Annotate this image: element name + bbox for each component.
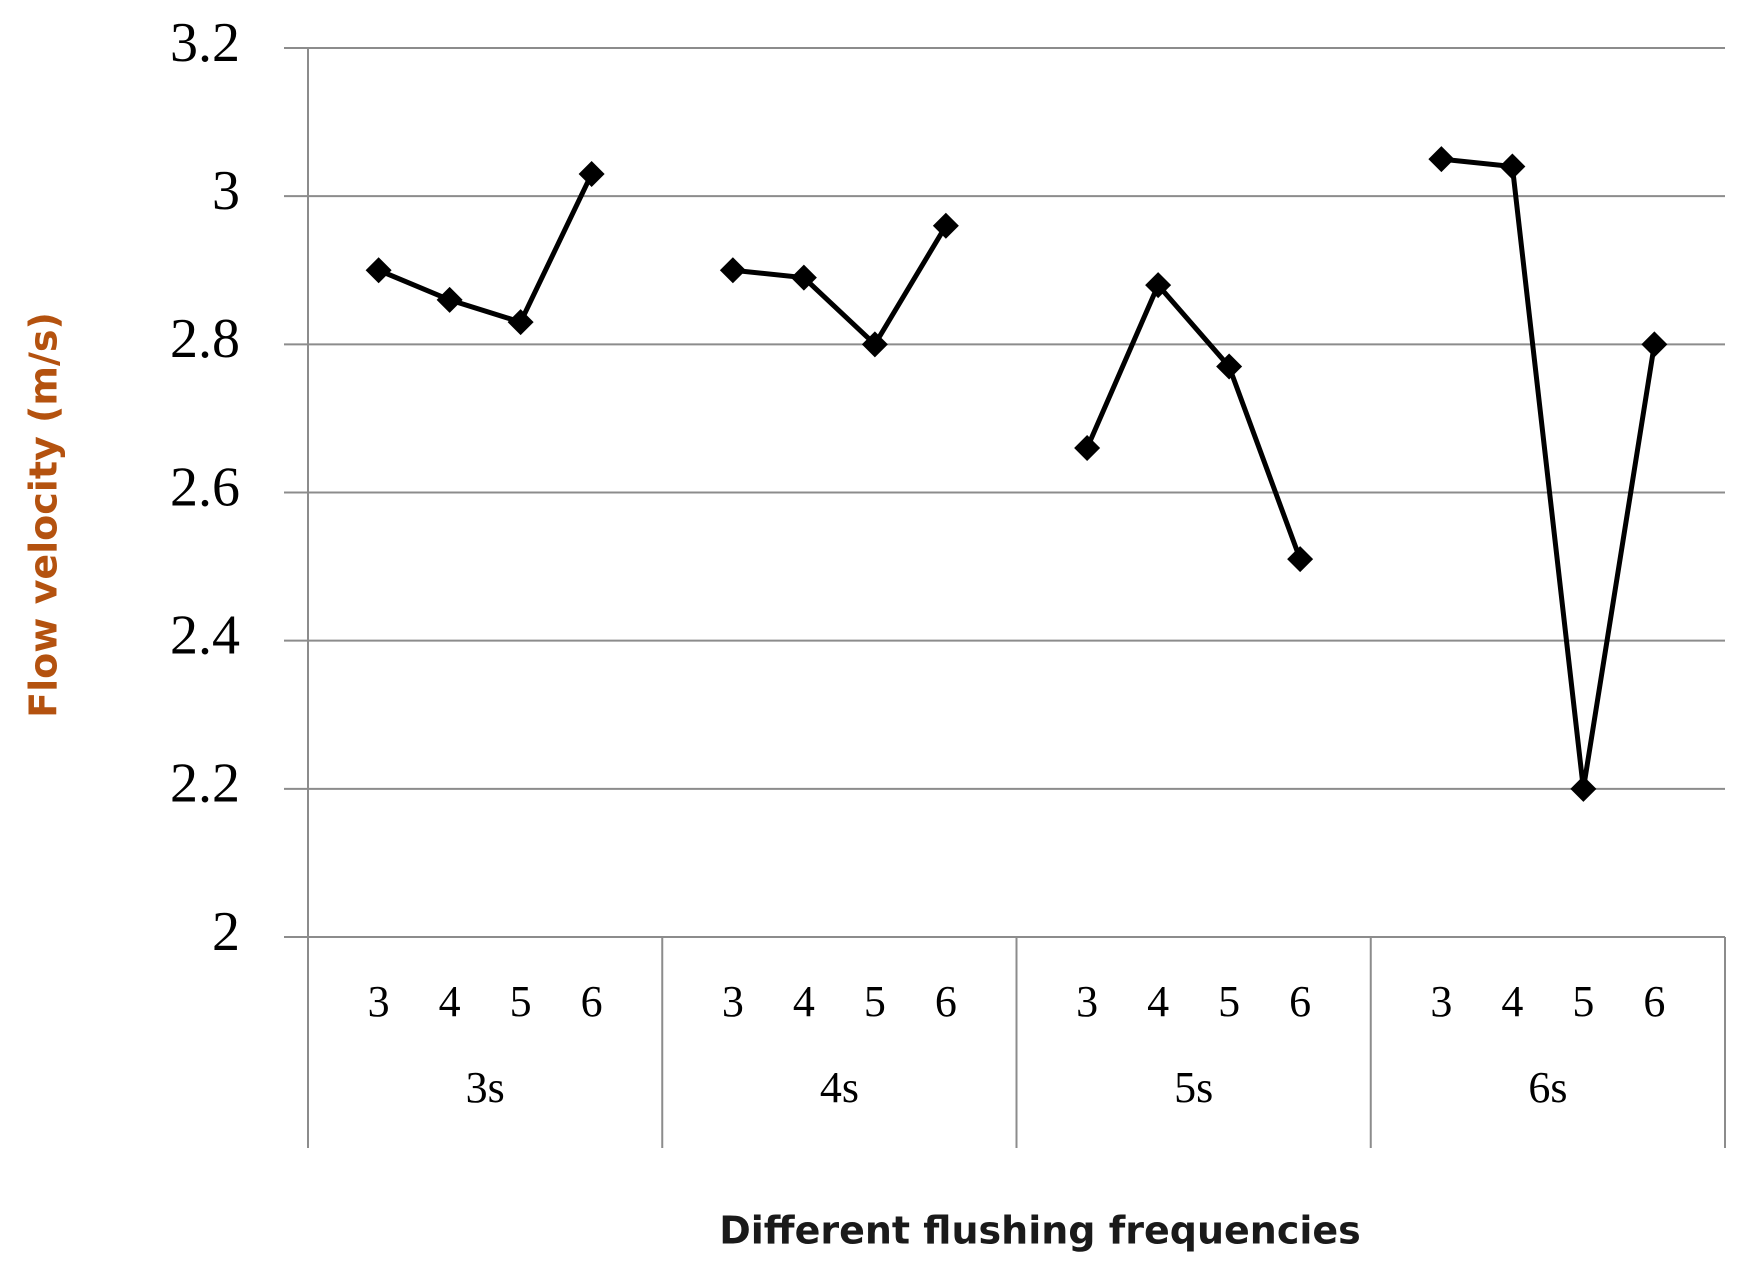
y-tick-label: 3 (212, 160, 240, 222)
marker (507, 309, 534, 336)
marker (1145, 272, 1172, 299)
x-tick-label: 5 (510, 977, 532, 1026)
marker (1216, 353, 1243, 380)
x-tick-label: 6 (1289, 977, 1311, 1026)
x-tick-label: 3 (722, 977, 744, 1026)
marker (1074, 435, 1101, 462)
line (1084, 280, 1303, 561)
x-tick-label: 6 (1643, 977, 1665, 1026)
marker (1570, 775, 1597, 802)
x-tick-label: 3 (1430, 977, 1452, 1026)
y-tick-label: 3.2 (170, 12, 240, 74)
y-tick-label: 2.4 (170, 605, 240, 667)
y-tick-label: 2.8 (170, 308, 240, 370)
marker (1641, 331, 1668, 358)
x-tick-label: 4 (793, 977, 815, 1026)
x-tick-label: 4 (1501, 977, 1523, 1026)
marker (932, 212, 959, 239)
y-axis-title: Flow velocity (m/s) (22, 312, 66, 718)
marker (1287, 546, 1314, 573)
line (1441, 156, 1657, 790)
x-tick-label: 4 (439, 977, 461, 1026)
marker (436, 286, 463, 313)
x-tick-label: 6 (581, 977, 603, 1026)
x-tick-label: 3 (1076, 977, 1098, 1026)
group-label: 6s (1528, 1063, 1567, 1112)
group-label: 4s (820, 1063, 859, 1112)
group-label: 5s (1174, 1063, 1213, 1112)
marker (861, 331, 888, 358)
y-tick-label: 2.6 (170, 456, 240, 518)
x-tick-label: 5 (1572, 977, 1594, 1026)
marker (1499, 153, 1526, 180)
marker (1428, 146, 1455, 173)
x-axis-title: Different flushing frequencies (719, 1209, 1361, 1253)
x-tick-label: 5 (864, 977, 886, 1026)
marker (578, 160, 605, 187)
line (732, 224, 949, 349)
x-tick-label: 6 (935, 977, 957, 1026)
y-tick-label: 2 (212, 901, 240, 963)
x-tick-label: 3 (368, 977, 390, 1026)
marker (790, 264, 817, 291)
y-tick-label: 2.2 (170, 753, 240, 815)
marker (719, 257, 746, 284)
group-label: 3s (466, 1063, 505, 1112)
x-tick-label: 4 (1147, 977, 1169, 1026)
marker (365, 257, 392, 284)
line (377, 172, 594, 326)
x-tick-label: 5 (1218, 977, 1240, 1026)
